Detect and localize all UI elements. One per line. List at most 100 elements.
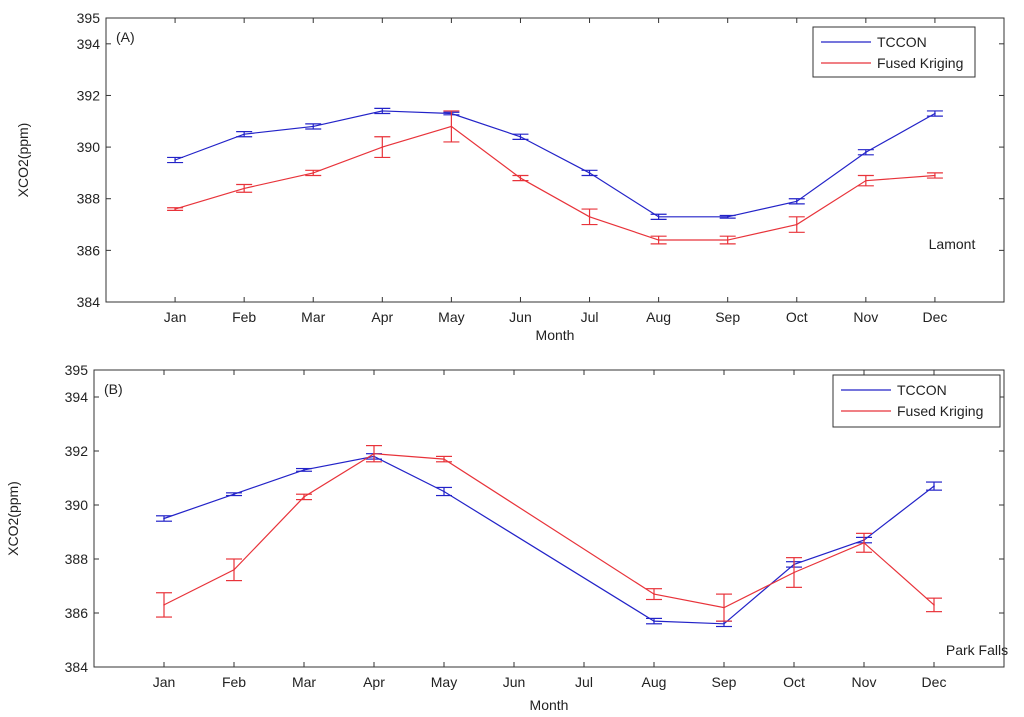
legend: TCCON Fused Kriging: [812, 26, 976, 78]
x-tick-label: Jul: [575, 674, 593, 690]
error-bar: [512, 174, 529, 182]
x-tick-label: Feb: [232, 309, 256, 325]
y-axis-label: XCO2(ppm): [5, 481, 21, 556]
error-bar: [305, 169, 322, 177]
error-bar: [305, 123, 322, 130]
x-tick-label: Nov: [852, 674, 877, 690]
y-tick-label: 394: [77, 36, 101, 52]
y-tick-label: 384: [77, 294, 101, 310]
data-point: [726, 239, 729, 241]
series-line: [174, 125, 935, 241]
data-point: [588, 216, 591, 218]
series-line: [163, 455, 935, 625]
error-bar: [719, 214, 736, 219]
error-bar: [156, 515, 172, 522]
data-point: [174, 159, 176, 161]
data-point: [723, 623, 725, 625]
x-tick-label: Jan: [153, 674, 176, 690]
error-bar: [926, 172, 943, 179]
error-bar: [786, 557, 802, 588]
error-bar: [226, 492, 242, 497]
data-point: [795, 200, 798, 203]
y-tick-label: 388: [77, 191, 101, 207]
x-tick-label: Aug: [642, 674, 667, 690]
data-point: [653, 620, 655, 622]
error-bar: [374, 107, 391, 115]
data-point: [381, 110, 384, 112]
error-bar: [296, 467, 312, 472]
x-tick-label: Aug: [646, 309, 671, 325]
error-bar: [296, 493, 312, 501]
data-point: [933, 604, 935, 606]
series-tccon: [156, 453, 942, 628]
data-point: [934, 112, 936, 115]
error-bar: [366, 445, 382, 463]
data-point: [443, 458, 445, 460]
data-point: [793, 571, 795, 574]
panel-label: (A): [116, 29, 135, 45]
data-point: [657, 239, 660, 241]
data-point: [865, 179, 867, 182]
error-bar: [436, 486, 452, 497]
error-bar: [926, 597, 942, 613]
plot-frame: [105, 17, 1005, 303]
x-axis-label: Month: [530, 697, 569, 713]
error-bar: [856, 532, 872, 553]
x-tick-label: Jan: [164, 309, 187, 325]
error-bar: [226, 558, 242, 582]
y-tick-label: 386: [77, 242, 101, 258]
series-fused-kriging: [156, 445, 942, 622]
panel-label: (B): [104, 381, 123, 397]
y-tick-label: 388: [65, 551, 89, 567]
error-bar: [646, 617, 662, 625]
series-fused-kriging: [167, 110, 943, 245]
error-bar: [236, 131, 253, 138]
data-point: [163, 517, 165, 520]
data-point: [303, 469, 305, 471]
legend-label: Fused Kriging: [897, 403, 983, 419]
error-bar: [716, 593, 732, 622]
error-bar: [650, 213, 667, 220]
data-point: [657, 216, 660, 218]
data-point: [243, 133, 245, 135]
error-bar: [857, 149, 874, 156]
error-bar: [646, 588, 662, 601]
x-tick-label: Sep: [715, 309, 740, 325]
x-tick-label: Feb: [222, 674, 246, 690]
data-point: [519, 177, 522, 179]
legend-label: TCCON: [877, 34, 927, 50]
x-tick-label: Apr: [363, 674, 385, 690]
data-point: [174, 208, 176, 210]
data-point: [243, 187, 245, 190]
data-point: [312, 125, 315, 128]
data-point: [163, 604, 165, 606]
x-tick-label: Apr: [371, 309, 393, 325]
data-point: [865, 151, 867, 154]
y-tick-label: 394: [65, 389, 89, 405]
data-point: [726, 216, 729, 218]
station-label: Park Falls: [946, 642, 1008, 658]
error-bar: [374, 136, 391, 159]
y-tick-label: 392: [77, 87, 101, 103]
data-point: [863, 542, 865, 544]
error-bar: [926, 481, 942, 491]
error-bar: [581, 208, 598, 226]
error-bar: [436, 455, 452, 463]
x-axis-label: Month: [536, 327, 575, 343]
data-point: [303, 496, 305, 498]
error-bar: [512, 133, 529, 140]
chart-panel-b: 384 386 388 390 392 394 395 Jan Feb Mar Apr May Jun J…: [5, 362, 1008, 713]
y-tick-label: 390: [77, 139, 101, 155]
x-tick-label: Oct: [783, 674, 805, 690]
plot-frame: [93, 369, 1005, 668]
y-axis-label: XCO2(ppm): [15, 123, 31, 198]
data-point: [723, 606, 725, 609]
x-tick-label: Jun: [509, 309, 532, 325]
data-point: [443, 490, 445, 493]
error-bar: [167, 156, 184, 164]
data-point: [934, 174, 936, 177]
data-point: [312, 172, 315, 174]
data-point: [450, 125, 453, 128]
legend-label: Fused Kriging: [877, 55, 963, 71]
